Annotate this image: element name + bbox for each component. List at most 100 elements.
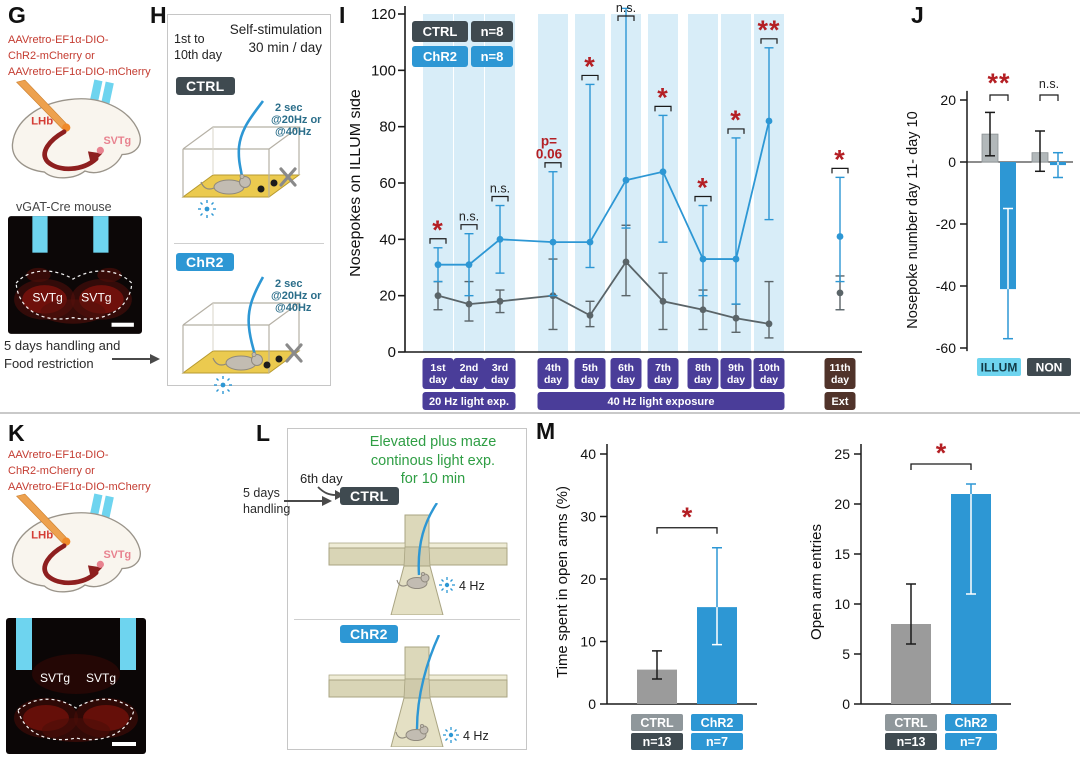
data-point: [434, 261, 442, 269]
day-label: day: [429, 374, 447, 386]
n-label-box: [885, 733, 937, 750]
y-tick-label: 0: [588, 696, 596, 712]
optic-cable-icon: [417, 503, 438, 576]
data-point: [496, 297, 504, 305]
x-label-box: [631, 714, 683, 731]
data-point: [836, 233, 844, 240]
histology-image-k: SVTg SVTg: [6, 618, 146, 754]
day-label-box: [453, 358, 485, 389]
y-tick-label: -60: [936, 340, 956, 356]
sig-bracket: [617, 15, 635, 21]
data-point: [496, 235, 504, 243]
panel-label-m: M: [536, 418, 556, 444]
day-label: day: [654, 374, 672, 386]
svtg-histology-label: SVTg: [81, 290, 111, 304]
data-line-chr2: [438, 120, 770, 266]
fiber-track-icon: [32, 216, 48, 253]
y-tick-label: 80: [379, 119, 396, 136]
projection-pathway: [42, 129, 99, 172]
sig-bracket: [581, 74, 599, 81]
virus-construct-label: AAVretro-EF1α-DIO- ChR2-mCherry or AAVre…: [8, 448, 160, 496]
sig-star: **: [757, 15, 780, 45]
day-label: 5th: [582, 362, 598, 374]
sig-ns: n.s.: [490, 182, 510, 196]
plus-maze-ctrl: 4 Hz: [328, 503, 508, 615]
day-label: day: [581, 374, 599, 386]
y-tick-label: 5: [842, 646, 850, 662]
plus-maze-chr2: 4 Hz: [328, 635, 508, 747]
optic-cable-icon: [237, 100, 265, 178]
arrow-to-ctrl-icon: [284, 496, 332, 506]
data-point: [549, 238, 557, 246]
y-axis-label: Time spent in open arms (%): [554, 486, 571, 678]
day-label-box: [537, 358, 569, 389]
panel-label-k: K: [8, 420, 25, 446]
x-label-box: [1027, 358, 1071, 376]
day-label-box: [422, 358, 454, 389]
optic-cable-icon: [247, 276, 265, 356]
y-tick-label: 0: [388, 344, 396, 361]
day-label: 9th: [728, 362, 744, 374]
data-point: [765, 117, 773, 125]
panel-label-i: I: [339, 2, 346, 28]
mouse-icon: [396, 572, 430, 589]
data-point: [836, 289, 844, 297]
note-line: Food restriction: [4, 355, 94, 371]
injection-pipette-icon: [16, 493, 67, 544]
axis-group-box: [422, 392, 516, 410]
chr2-tag: ChR2: [340, 625, 398, 643]
data-point: [434, 292, 442, 300]
day-label-box: [824, 358, 856, 389]
y-tick-label: 20: [379, 288, 396, 305]
data-point: [699, 255, 707, 263]
stim-param-label: 2 sec: [275, 102, 303, 114]
x-label-box: [885, 714, 937, 731]
sig-p-value: p=: [541, 134, 557, 149]
x-label: CTRL: [894, 716, 928, 730]
sig-star: *: [834, 144, 846, 174]
divider: [294, 619, 520, 620]
sixth-day-label: 6th day: [300, 471, 343, 486]
sig-bracket: [491, 195, 509, 202]
arrowhead: [87, 565, 103, 579]
sig-bracket: [544, 162, 562, 168]
maze-arm: [428, 547, 508, 566]
day-label-box: [753, 358, 785, 389]
stim-param-label: @40Hz: [275, 126, 312, 138]
region-outline: [15, 270, 133, 320]
day-label: day: [460, 374, 478, 386]
nosepoke-port: [263, 361, 271, 369]
divider: [174, 243, 324, 244]
y-tick-label: 40: [379, 231, 396, 248]
nosepoke-port: [275, 355, 283, 363]
stim-param-label: @20Hz or: [271, 114, 322, 126]
y-tick-label: 40: [580, 446, 596, 462]
projection-pathway: [42, 543, 99, 586]
light-flash-icon: [443, 727, 459, 743]
legend-n: n=8: [481, 24, 504, 39]
stim-param-label: @40Hz: [275, 302, 312, 314]
nosepoke-port: [270, 179, 278, 187]
sig-ns: n.s.: [1039, 77, 1059, 91]
open-arm-entries-bar-chart: Open arm entries 0 5 10 15 20 25 CTRL n=13 ChR2 n=…: [808, 438, 1011, 750]
ctrl-tag: CTRL: [176, 77, 235, 95]
day-label-box: [687, 358, 719, 389]
maze-arm: [428, 679, 508, 698]
day-label: 4th: [545, 362, 561, 374]
x-label-box: [691, 714, 743, 731]
svtg-site: [96, 146, 104, 154]
n-label: n=13: [643, 735, 672, 749]
y-tick-label: 0: [842, 696, 850, 712]
operant-chamber-chr2: 2 sec @20Hz or @40Hz: [181, 276, 322, 394]
panel-label-j: J: [911, 2, 924, 28]
sig-star: *: [936, 438, 947, 468]
arrow-down-right-icon: [317, 486, 344, 500]
data-line-ctrl: [437, 260, 770, 325]
panel-label-l: L: [256, 420, 271, 446]
day-label: 2nd: [460, 362, 479, 374]
virus-line: ChR2-mCherry or: [8, 49, 95, 62]
virus-line: AAVretro-EF1α-DIO-mCherry: [8, 480, 151, 493]
svtg-histology-label: SVTg: [32, 290, 62, 304]
y-tick-label: 0: [948, 154, 956, 170]
y-tick-label: 20: [580, 571, 596, 587]
